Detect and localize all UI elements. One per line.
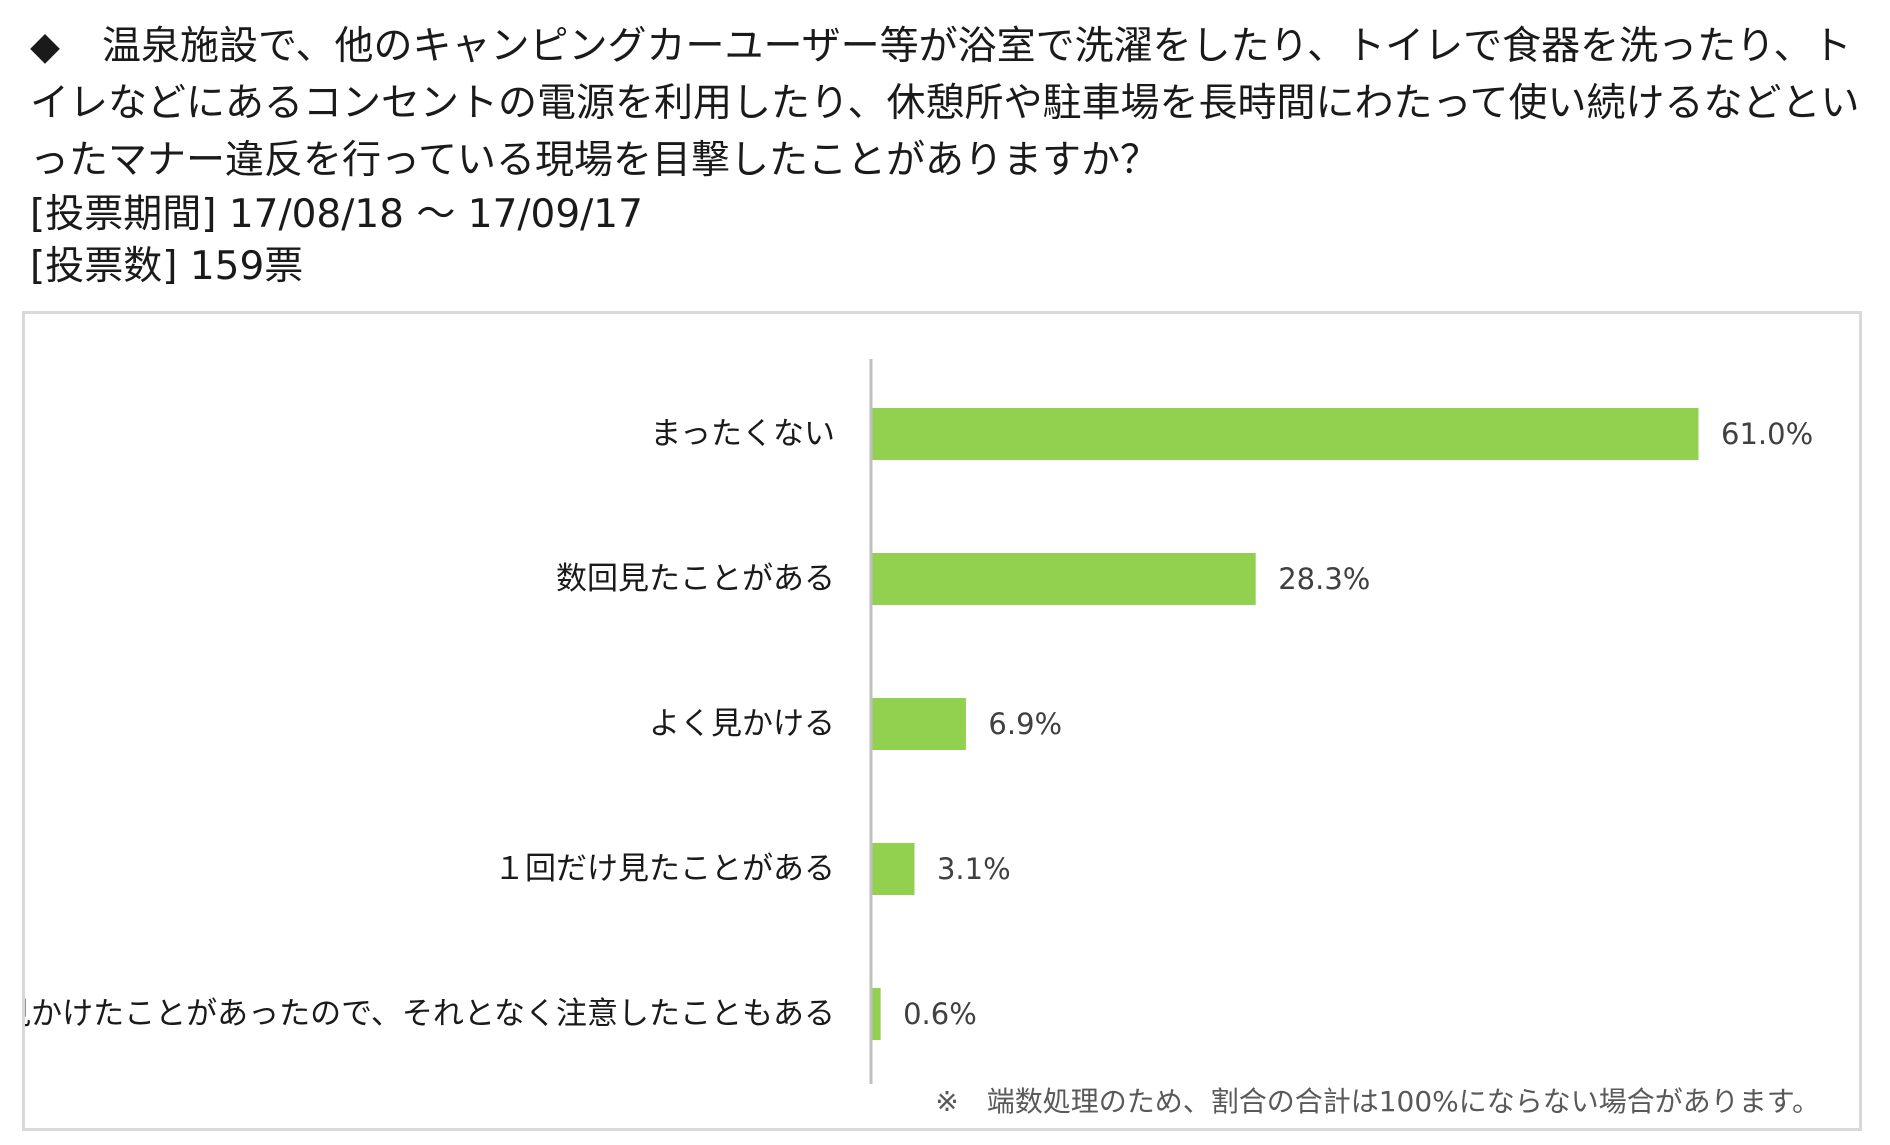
bar <box>872 988 881 1040</box>
category-label: 見かけたことがあったので、それとなく注意したこともある <box>25 996 835 1032</box>
rounding-note: ※ 端数処理のため、割合の合計は100%にならない場合があります。 <box>935 1085 1820 1118</box>
category-label: まったくない <box>650 416 835 452</box>
bar <box>872 408 1699 460</box>
chart-frame: まったくない 61.0% 数回見たことがある 28.3% よく見かける 6.9% １回だけ見… <box>22 311 1862 1131</box>
diamond-bullet-icon: ◆ <box>30 24 60 69</box>
category-label: １回だけ見たことがある <box>494 851 835 887</box>
question-text: ◆ 温泉施設で、他のキャンピングカーユーザー等が浴室で洗濯をしたり、トイレで食器を… <box>30 18 1870 189</box>
data-label: 6.9% <box>988 707 1062 741</box>
data-label: 28.3% <box>1278 562 1370 596</box>
chart-header: ◆ 温泉施設で、他のキャンピングカーユーザー等が浴室で洗濯をしたり、トイレで食器を… <box>30 18 1870 293</box>
category-label: よく見かける <box>649 706 835 742</box>
data-label: 3.1% <box>937 852 1011 886</box>
bar <box>872 843 915 895</box>
bar <box>872 698 966 750</box>
category-label: 数回見たことがある <box>556 561 835 597</box>
data-label: 61.0% <box>1721 417 1813 451</box>
data-label: 0.6% <box>903 997 977 1031</box>
bar <box>872 553 1256 605</box>
vote-count: [投票数] 159票 <box>30 244 304 289</box>
bar-chart: まったくない 61.0% 数回見たことがある 28.3% よく見かける 6.9% １回だけ見… <box>25 359 1813 1084</box>
voting-period: [投票期間] 17/08/18 ～ 17/09/17 <box>30 192 643 237</box>
question-body: 温泉施設で、他のキャンピングカーユーザー等が浴室で洗濯をしたり、トイレで食器を洗… <box>30 24 1860 183</box>
